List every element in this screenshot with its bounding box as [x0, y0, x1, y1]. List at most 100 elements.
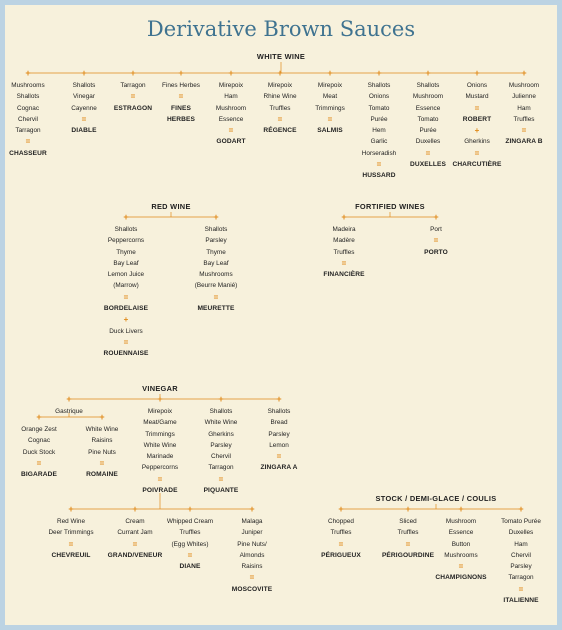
equals-icon: =	[327, 114, 333, 124]
ingredient: Juniper	[241, 529, 263, 537]
ingredient: Truffles	[397, 529, 419, 537]
sauce-name: BIGARADE	[21, 471, 57, 479]
ingredient: Tarragon	[15, 127, 41, 135]
sauce-name: HUSSARD	[362, 172, 396, 180]
group-header: STOCK / DEMI-GLACE / COULIS	[375, 494, 497, 503]
ingredient: Duxelles	[415, 138, 441, 146]
sauce-name: ZINGARA A	[260, 464, 298, 472]
plus-icon: +	[277, 68, 282, 78]
sauce-name: DUXELLES	[410, 161, 446, 169]
ingredient: Cayenne	[71, 104, 97, 112]
ingredient: Madeira	[332, 226, 356, 233]
ingredient-column: Red Wine Deer Trimmings = CHEVREUIL	[48, 516, 93, 561]
ingredient: Meat	[322, 93, 338, 101]
ingredient: Onions	[368, 93, 390, 101]
ingredient-column: Shallots Mushroom Essence Tomato Purée Duxell…	[410, 80, 446, 170]
sauce-name: ZINGARA B	[505, 138, 543, 146]
ingredient: Parsley	[210, 441, 232, 449]
ingredient: Tomato	[368, 104, 390, 112]
ingredient: Sliced	[399, 518, 417, 525]
plus-icon: +	[130, 68, 135, 78]
ingredient: Mushrooms	[444, 551, 478, 559]
ingredient: Chervil	[511, 551, 531, 559]
ingredient: Pine Nuts/	[237, 540, 267, 548]
ingredient: Cream	[125, 518, 145, 525]
ingredient-column: Tomato Purée Duxelles Ham Chervil Parsley Tar…	[501, 516, 541, 606]
ingredient: Tomato Purée	[501, 518, 541, 525]
ingredient: Essence	[448, 529, 474, 537]
ingredient: Trimmings	[145, 430, 175, 438]
sauce-name: PÉRIGUEUX	[321, 551, 361, 559]
equals-icon: =	[425, 148, 431, 158]
ingredient: Cognac	[16, 104, 40, 112]
ingredient: Bread	[270, 419, 288, 427]
ingredient-column: Shallots White Wine Gherkins Parsley Chervil…	[204, 406, 239, 496]
ingredient-column: Mirepoix Meat/Game Trimmings White Wine Mari…	[142, 406, 178, 496]
ingredient: Cognac	[27, 437, 51, 445]
ingredient: Shallots	[416, 82, 440, 89]
ingredient: Rhine Wine	[263, 93, 297, 101]
ingredient: Mirepoix	[147, 408, 173, 415]
ingredient: Duck Stock	[22, 448, 56, 456]
ingredient: Port	[430, 226, 442, 233]
ingredient: Duck Livers	[109, 327, 143, 335]
plus-icon: +	[68, 504, 73, 514]
ingredient-column: Mushroom Julienne Ham Truffles = ZINGARA B	[505, 80, 542, 148]
equals-icon: =	[36, 458, 42, 468]
plus-icon: +	[36, 412, 41, 422]
equals-icon: =	[68, 539, 74, 549]
sauce-name: ITALIENNE	[503, 597, 539, 605]
ingredient-column: Madeira Madère Truffles = FINANCIÈRE	[323, 224, 364, 280]
ingredient: Mushroom	[508, 82, 540, 89]
diagram-card: Derivative Brown Sauces + + + + + + + + + + + + + + + +…	[5, 5, 557, 625]
ingredient: Bay Leaf	[203, 259, 229, 267]
plus-icon: +	[66, 394, 71, 404]
ingredient: Lemon Juice	[107, 271, 145, 279]
ingredient: Raisins	[91, 437, 113, 445]
plus-icon: +	[458, 504, 463, 514]
plus-icon: +	[213, 212, 218, 222]
plus-icon: +	[123, 315, 129, 325]
ingredient: Chervil	[18, 115, 38, 123]
group-header: FORTIFIED WINES	[355, 202, 425, 211]
ingredient: Onions	[466, 82, 488, 89]
connector-lines: + + + + + + + + + + + + + + + + + + + + + + + + + + + + +	[25, 62, 527, 514]
equals-icon: =	[474, 148, 480, 158]
sauce-name: ROBERT	[462, 115, 492, 123]
ingredient: Gherkins	[208, 430, 234, 438]
ingredient: Thyme	[206, 248, 226, 256]
equals-icon: =	[521, 126, 527, 136]
sauce-name: CHASSEUR	[9, 149, 47, 157]
sauce-name: ROMAINE	[86, 471, 118, 479]
ingredient: (Egg Whites)	[171, 540, 209, 548]
equals-icon: =	[276, 452, 282, 462]
ingredient: Truffles	[513, 115, 535, 123]
ingredient: Mushroom	[215, 104, 247, 112]
equals-icon: =	[405, 539, 411, 549]
ingredient-column: Shallots Onions Tomato Purée Hem Garlic Horser…	[362, 80, 396, 182]
equals-icon: =	[218, 474, 224, 484]
ingredient: Purée	[419, 127, 437, 135]
equals-icon: =	[123, 337, 129, 347]
ingredient: Gherkins	[464, 138, 490, 146]
ingredient-column: Malaga Juniper Pine Nuts/Almonds Raisins = MO…	[232, 516, 272, 595]
plus-icon: +	[327, 68, 332, 78]
sauce-name: MOSCOVITE	[231, 585, 273, 593]
plus-icon: +	[178, 68, 183, 78]
ingredient: Chopped	[328, 518, 354, 525]
ingredient: Mirepoix	[267, 82, 293, 89]
ingredient: Mushrooms	[11, 82, 45, 89]
ingredient-column: Sliced Truffles = PÉRIGOURDINE	[382, 516, 434, 561]
ingredient: Marinade	[146, 453, 174, 461]
plus-icon: +	[433, 212, 438, 222]
sauce-name: FINANCIÈRE	[323, 271, 365, 279]
sauce-name: PÉRIGOURDINE	[381, 551, 435, 559]
plus-icon: +	[81, 68, 86, 78]
plus-icon: +	[405, 504, 410, 514]
ingredient: Almonds	[239, 551, 265, 559]
plus-icon: +	[25, 68, 30, 78]
ingredient: Horseradish	[361, 149, 397, 157]
ingredient: Shallots	[267, 408, 291, 415]
sauce-name: ESTRAGON	[113, 104, 153, 112]
ingredient-column: Mushrooms Shallots Cognac Chervil Tarragon = C…	[9, 80, 47, 159]
